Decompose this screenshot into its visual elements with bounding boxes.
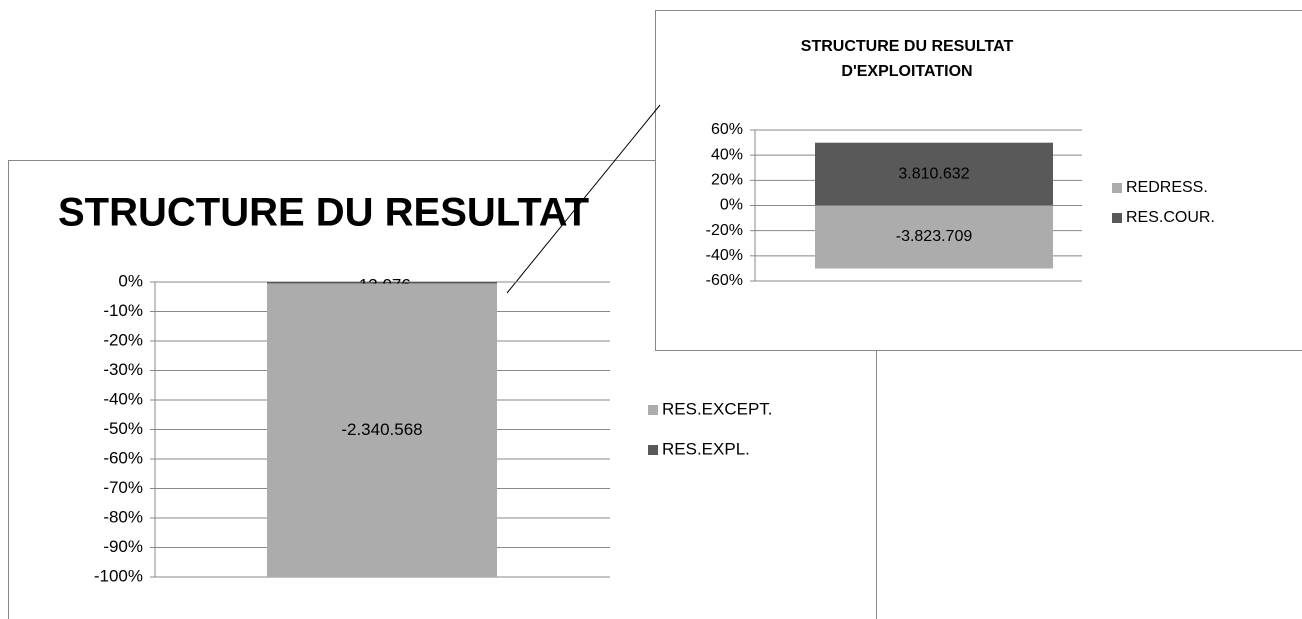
data-label: 3.810.632 — [898, 165, 969, 182]
bar-segment — [267, 283, 497, 577]
connector — [506, 104, 661, 294]
y-tick-label: 20% — [711, 172, 743, 189]
y-tick-label: -50% — [103, 419, 143, 438]
y-tick-label: -60% — [103, 448, 143, 467]
y-tick-label: -40% — [103, 389, 143, 408]
legend-swatch — [648, 445, 658, 455]
bar-segment — [815, 142, 1053, 206]
y-tick-label: -20% — [706, 222, 743, 239]
y-tick-label: -80% — [103, 507, 143, 526]
y-tick-label: -40% — [706, 247, 743, 264]
y-tick-label: -30% — [103, 360, 143, 379]
y-tick-label: 0% — [720, 197, 743, 214]
chart-title: D'EXPLOITATION — [841, 63, 972, 80]
legend-swatch — [1112, 183, 1122, 193]
y-tick-label: 40% — [711, 146, 743, 163]
chart-frame — [8, 160, 877, 619]
y-tick-label: -60% — [706, 272, 743, 289]
y-tick-label: -20% — [103, 330, 143, 349]
y-tick-label: 0% — [118, 271, 143, 290]
legend-label: RES.COUR. — [1126, 209, 1215, 226]
legend-swatch — [1112, 213, 1122, 223]
chart-title: STRUCTURE DU RESULTAT — [58, 191, 589, 235]
data-label: -3.823.709 — [896, 228, 973, 245]
chart-title: STRUCTURE DU RESULTAT — [801, 38, 1014, 55]
bar-segment — [815, 205, 1053, 269]
data-label: -2.340.568 — [341, 420, 422, 439]
y-tick-label: 60% — [711, 121, 743, 138]
legend-label: REDRESS. — [1126, 179, 1208, 196]
y-tick-label: -90% — [103, 537, 143, 556]
y-tick-label: -10% — [103, 301, 143, 320]
legend-label: RES.EXPL. — [662, 439, 750, 458]
legend-label: RES.EXCEPT. — [662, 399, 773, 418]
bar-segment — [267, 282, 497, 284]
y-tick-label: -100% — [94, 566, 143, 585]
y-tick-label: -70% — [103, 478, 143, 497]
legend-swatch — [648, 405, 658, 415]
